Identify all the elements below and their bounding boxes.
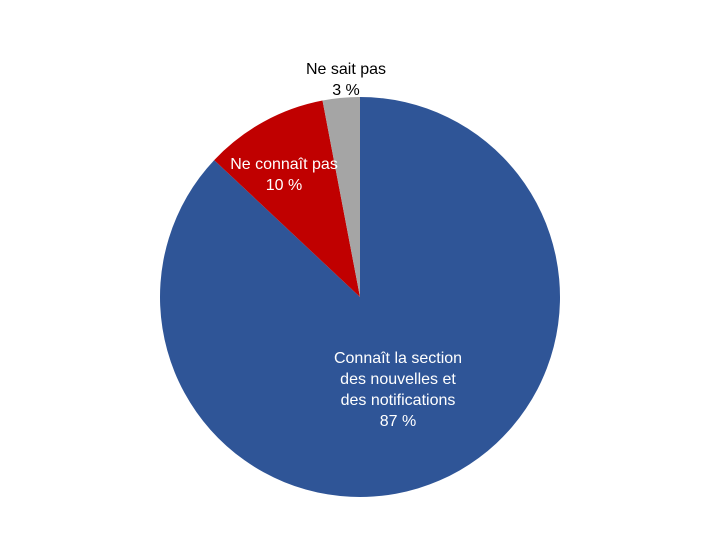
label-ne-connait-pas: Ne connaît pas 10 % — [230, 154, 338, 196]
label-line: des nouvelles et — [340, 371, 456, 388]
label-line: des notifications — [340, 392, 456, 409]
value-label: 10 % — [265, 177, 303, 194]
label-line: Ne sait pas — [305, 61, 387, 78]
label-connait: Connaît la section des nouvelles et des … — [334, 348, 462, 432]
value-label: 87 % — [379, 413, 417, 430]
pie-slice-2 — [322, 97, 360, 297]
pie-slice-1 — [214, 100, 360, 298]
label-line: Connaît la section — [333, 350, 463, 367]
label-ne-sait-pas: Ne sait pas 3 % — [306, 59, 386, 101]
value-label: 3 % — [332, 82, 360, 99]
label-line: Ne connaît pas — [230, 156, 338, 173]
